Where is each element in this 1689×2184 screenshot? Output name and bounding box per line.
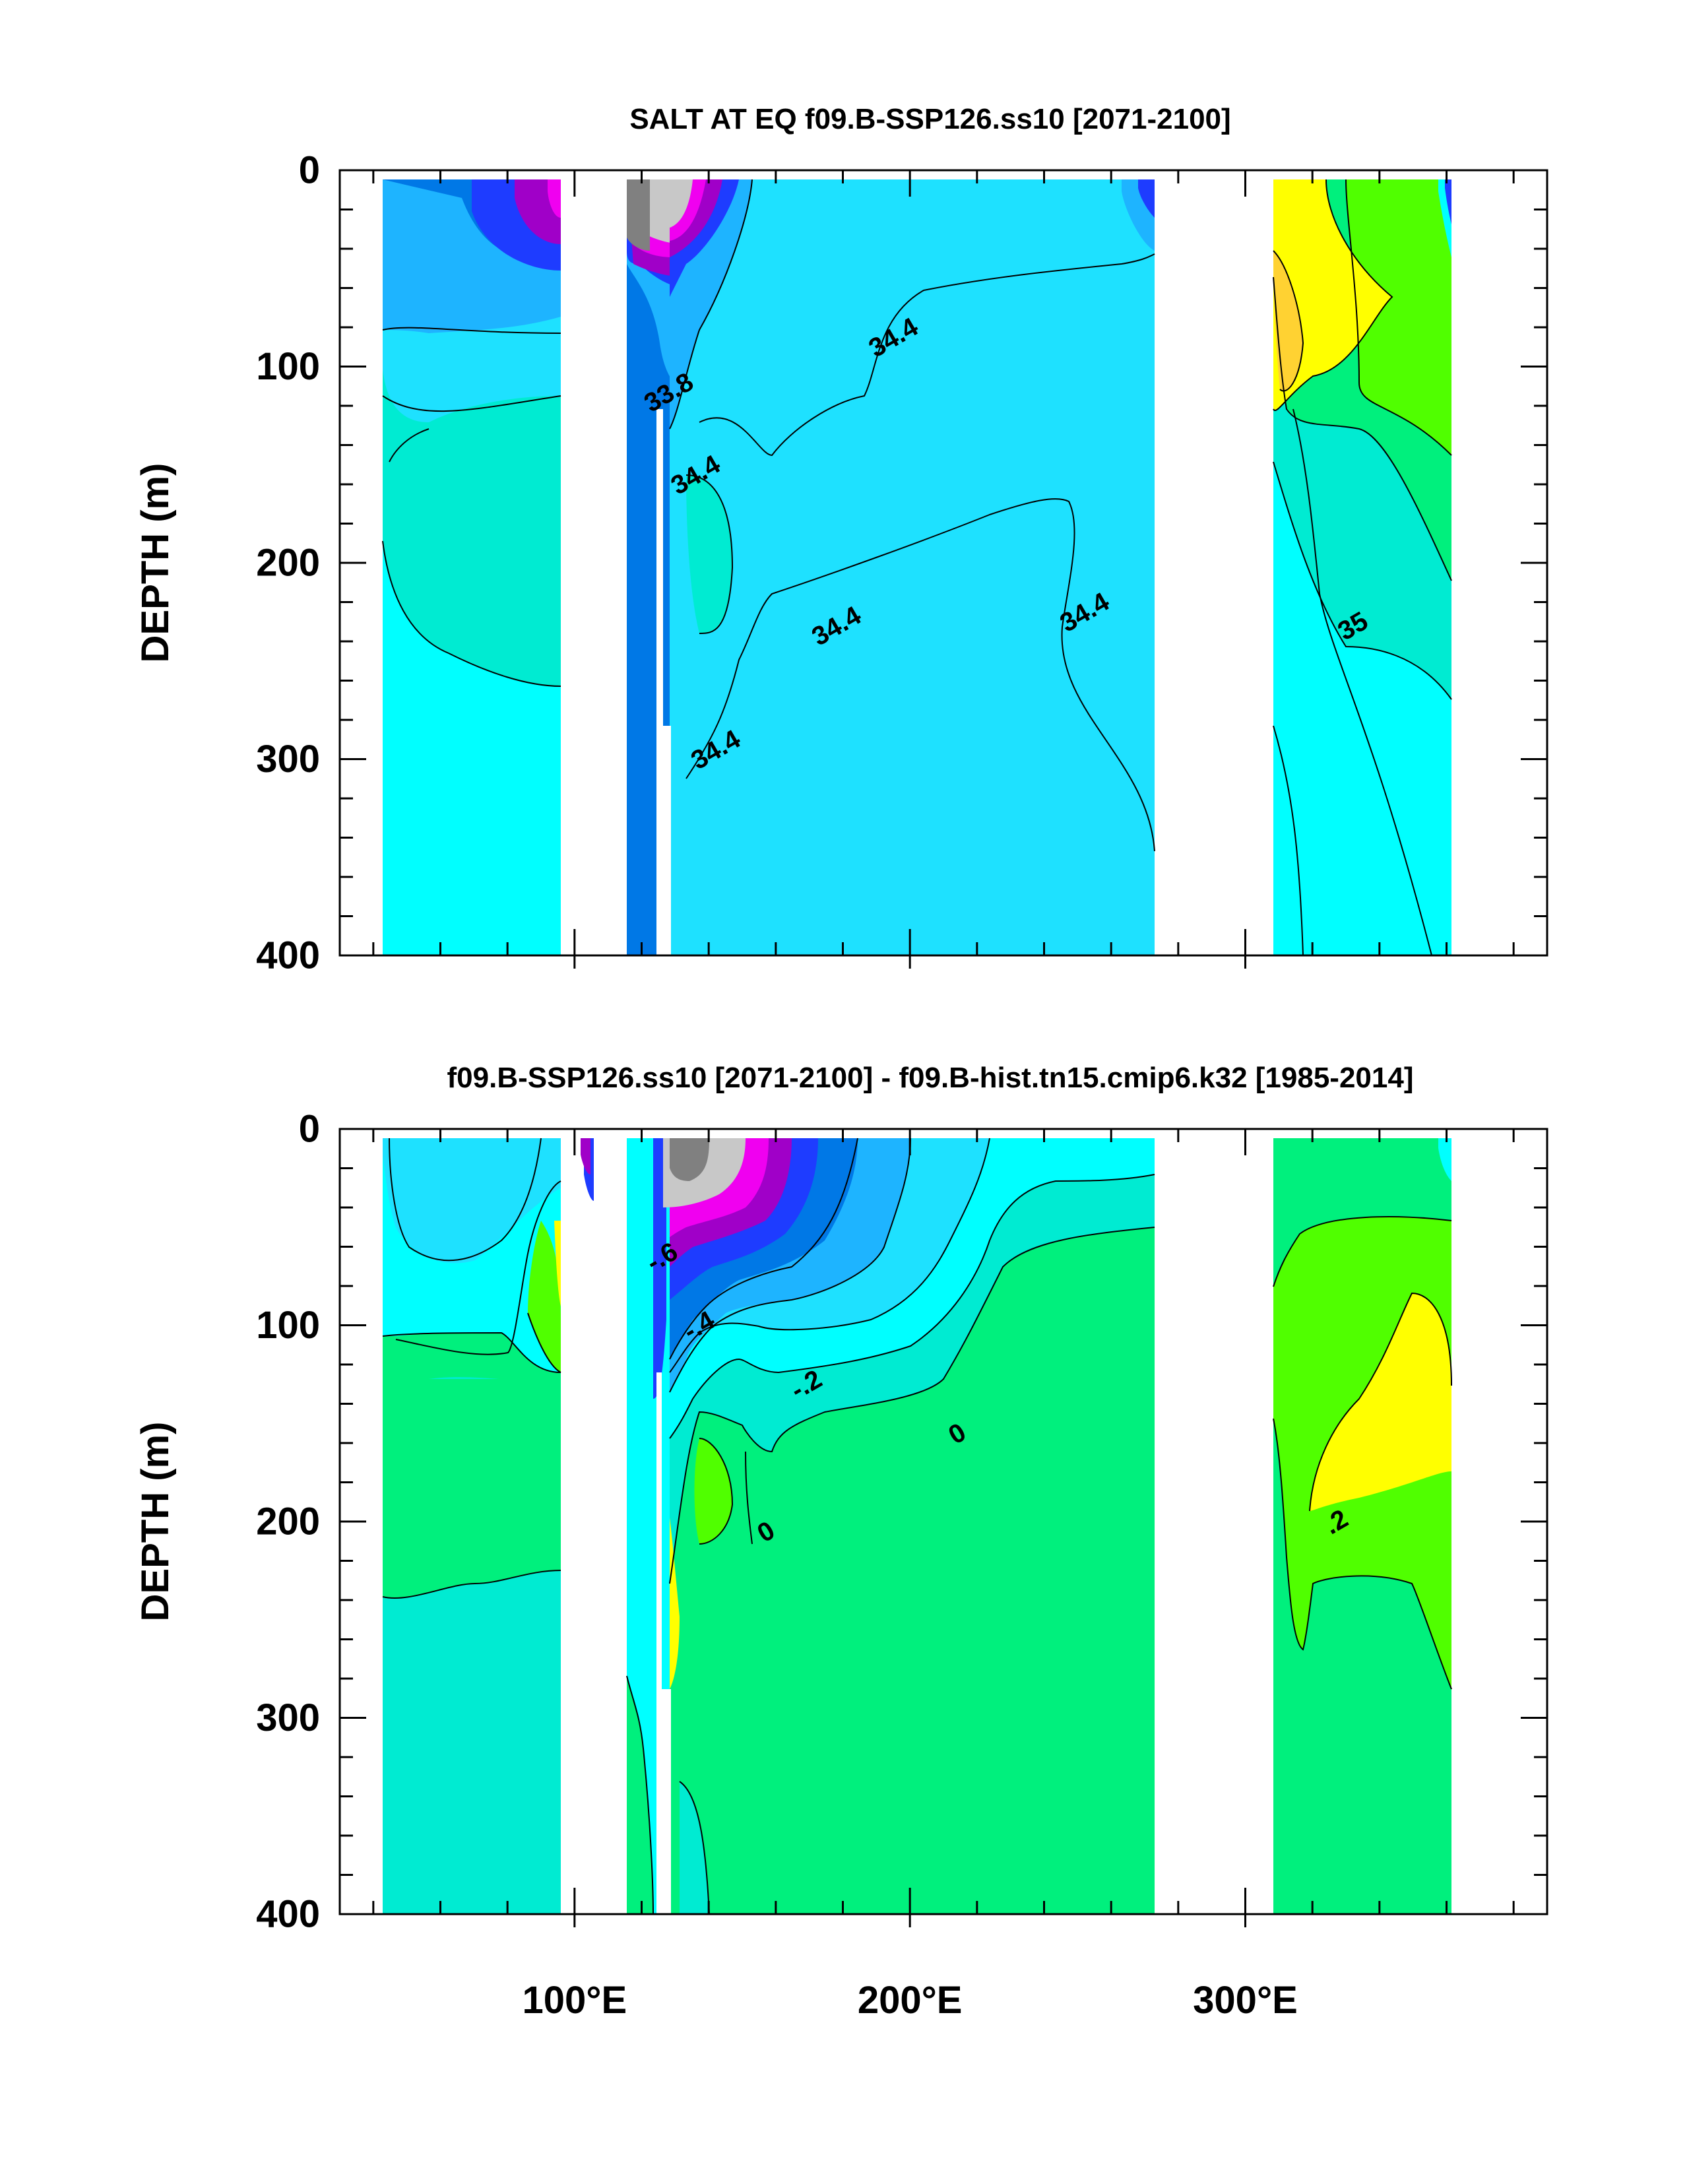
top-y-tick-label: 400 <box>256 934 320 977</box>
top-panel: SALT AT EQ f09.B-SSP126.ss10 [2071-2100] <box>134 103 1548 977</box>
bottom-panel-title: f09.B-SSP126.ss10 [2071-2100] - f09.B-hi… <box>447 1062 1414 1094</box>
top-ticks <box>340 169 1547 969</box>
top-y-tick-label: 100 <box>256 345 320 388</box>
bottom-ticks <box>340 1128 1547 1927</box>
bottom-x-tick-label: 300°E <box>1193 1979 1298 2022</box>
top-land-mask <box>340 170 1547 955</box>
bottom-y-tick-labels: 0 100 200 300 400 <box>256 1107 320 1935</box>
bottom-panel: f09.B-SSP126.ss10 [2071-2100] - f09.B-hi… <box>134 1062 1548 2022</box>
bottom-atlantic <box>1273 1138 1451 1914</box>
bottom-x-tick-label: 200°E <box>858 1979 963 2022</box>
top-panel-title: SALT AT EQ f09.B-SSP126.ss10 [2071-2100] <box>629 103 1230 135</box>
bottom-y-tick-label: 0 <box>299 1107 320 1150</box>
top-y-tick-label: 300 <box>256 738 320 781</box>
bottom-x-tick-label: 100°E <box>523 1979 627 2022</box>
top-contour-field <box>340 170 1547 955</box>
top-contour-lines <box>382 179 1452 955</box>
top-y-tick-label: 0 <box>299 148 320 191</box>
top-y-axis-label: DEPTH (m) <box>134 463 177 663</box>
bottom-contour-lines <box>382 1138 1452 1914</box>
top-western-basin <box>383 179 561 955</box>
bottom-y-tick-label: 100 <box>256 1304 320 1347</box>
bottom-y-tick-label: 400 <box>256 1892 320 1935</box>
top-y-tick-label: 200 <box>256 541 320 584</box>
bottom-western-basin <box>383 1138 561 1914</box>
top-y-tick-labels: 0 100 200 300 400 <box>256 148 320 977</box>
top-atlantic <box>1273 179 1451 955</box>
bottom-x-tick-labels: 100°E 200°E 300°E <box>523 1979 1298 2022</box>
bottom-pacific <box>663 1138 1155 1914</box>
bottom-y-axis-label: DEPTH (m) <box>134 1422 177 1622</box>
top-pacific <box>670 179 1155 955</box>
bottom-y-tick-label: 300 <box>256 1696 320 1739</box>
bottom-y-tick-label: 200 <box>256 1500 320 1543</box>
bottom-contour-field <box>340 1129 1547 1914</box>
